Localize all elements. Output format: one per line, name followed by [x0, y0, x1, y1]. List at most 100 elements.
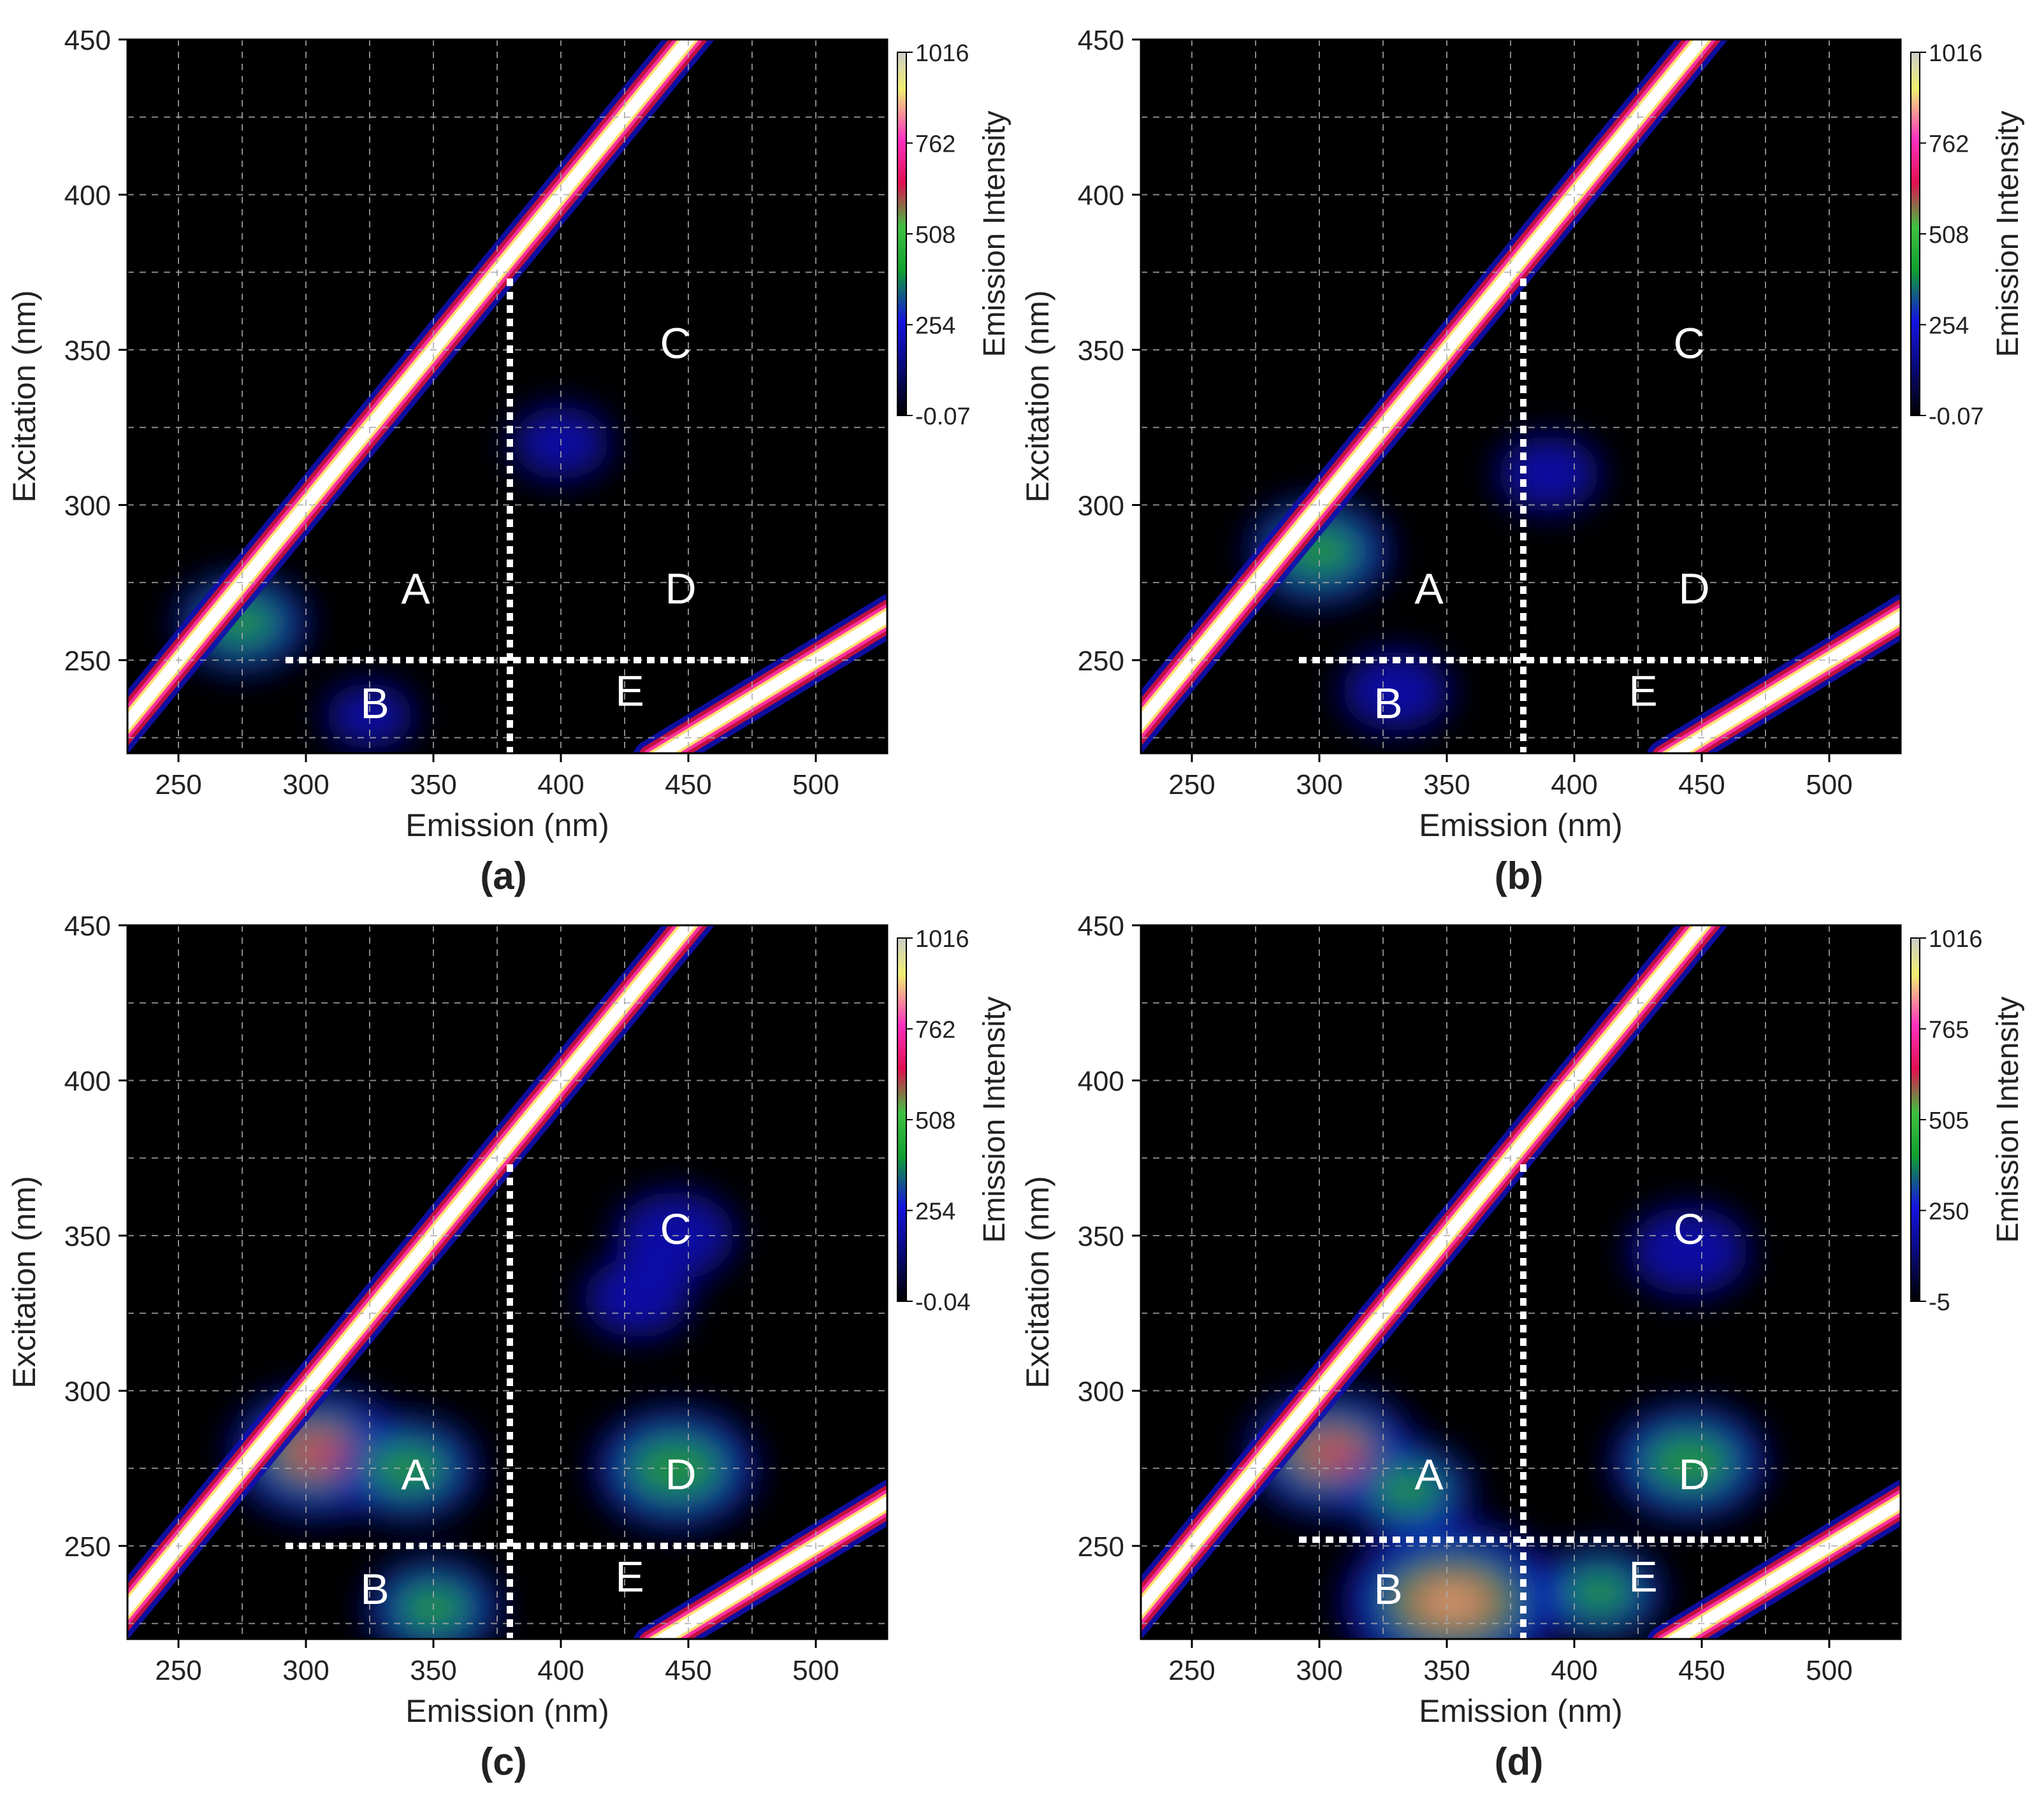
region-label-A: A [1414, 565, 1444, 613]
second-order-scatter-band [1646, 593, 1901, 753]
region-label-D: D [665, 1450, 696, 1499]
component-D-mid [1642, 1430, 1736, 1494]
second-order-scatter-band [633, 1479, 887, 1639]
y-tick-label: 450 [64, 25, 111, 56]
y-tick-label: 400 [64, 1065, 111, 1097]
plot-content: A B C D E [1141, 40, 1901, 753]
colorbar-tick-label: -0.04 [915, 1289, 971, 1316]
region-label-B: B [1374, 1565, 1402, 1614]
x-tick-label: 400 [1551, 1655, 1597, 1686]
colorbar-title: Emission Intensity [978, 111, 1011, 358]
region-label-E: E [1628, 667, 1657, 715]
x-tick-label: 250 [1168, 1655, 1215, 1686]
colorbar-tick-label: 254 [915, 1199, 955, 1225]
panel-caption: (a) [480, 855, 526, 897]
component-C-diffuse-halo [583, 1257, 692, 1338]
region-label-E: E [615, 1552, 644, 1601]
x-tick-label: 500 [792, 769, 839, 800]
region-label-D: D [1678, 565, 1709, 613]
x-tick-label: 300 [1296, 769, 1342, 800]
y-tick-label: 350 [64, 335, 111, 366]
y-axis-title: Excitation (nm) [1020, 1176, 1055, 1388]
colorbar-tick-label: 1016 [915, 40, 969, 67]
panel-caption: (c) [480, 1740, 526, 1783]
x-tick-label: 450 [1678, 1655, 1725, 1686]
x-axis-title: Emission (nm) [1419, 807, 1622, 843]
component-B-halo [1342, 651, 1450, 732]
plot-content: A B C D E [1141, 925, 1901, 1639]
region-label-C: C [660, 319, 691, 368]
second-order-scatter-band [1646, 1479, 1901, 1639]
grid [1141, 40, 1901, 753]
region-label-A: A [1414, 1450, 1444, 1499]
y-tick-label: 450 [1078, 25, 1124, 56]
x-tick-label: 400 [537, 769, 584, 800]
second-order-scatter-band-layer-4 [1665, 610, 1901, 753]
x-tick-label: 400 [1551, 769, 1597, 800]
colorbar [897, 52, 907, 416]
x-tick-label: 350 [1423, 1655, 1470, 1686]
colorbar [1910, 52, 1920, 416]
x-tick-label: 450 [665, 769, 711, 800]
rayleigh-scatter-band-layer-4 [127, 925, 696, 1617]
region-label-B: B [360, 1565, 389, 1614]
panel-b: A B C D E 250 300 350 400 450 500 250 300 350 400 450 Em… [1020, 25, 2025, 897]
region-label-E: E [615, 667, 644, 715]
panel-caption: (b) [1495, 855, 1544, 897]
y-axis-title: Excitation (nm) [6, 1176, 42, 1388]
x-tick-label: 300 [282, 769, 329, 800]
plot-area [1141, 925, 1901, 1639]
component-A-peak-high [284, 1434, 354, 1472]
colorbar-tick-label: -0.07 [1929, 403, 1984, 430]
x-tick-label: 350 [410, 1655, 456, 1686]
grid [1141, 925, 1901, 1639]
y-tick-label: 250 [64, 1531, 111, 1563]
y-tick-label: 300 [1078, 1376, 1124, 1407]
rayleigh-scatter-band [1141, 40, 1729, 753]
colorbar [1910, 937, 1920, 1302]
colorbar-tick-label: 254 [1929, 313, 1969, 340]
plot-frame [126, 924, 888, 1640]
rayleigh-scatter-band [1141, 925, 1729, 1639]
x-tick-label: 250 [155, 769, 201, 800]
colorbar-tick-label: 508 [915, 222, 955, 249]
region-label-C: C [1673, 1205, 1704, 1253]
plot-frame [126, 38, 888, 755]
component-C-diffuse-halo [1498, 436, 1600, 512]
x-tick-label: 350 [1423, 769, 1470, 800]
second-order-scatter-band-layer-4 [651, 610, 887, 753]
x-axis-title: Emission (nm) [405, 807, 609, 843]
component-B-peak [1423, 1595, 1481, 1608]
rayleigh-scatter-band [127, 40, 715, 753]
colorbar-tick-label: 508 [1929, 222, 1969, 249]
plot-area [1141, 40, 1901, 753]
plot-content: A B C D E [127, 925, 887, 1639]
x-tick-label: 250 [155, 1655, 201, 1686]
component-B-halo [326, 683, 414, 749]
component-A-peak-high [1298, 1434, 1366, 1471]
rayleigh-scatter-band-layer-4 [127, 40, 696, 732]
panel-a: A B C D E 250 300 350 400 450 500 250 300 350 400 450 Em… [6, 25, 1011, 897]
y-axis-title: Excitation (nm) [6, 290, 42, 502]
x-tick-label: 500 [1806, 769, 1852, 800]
second-order-scatter-band-layer-4 [1665, 1496, 1901, 1639]
x-tick-label: 500 [1806, 1655, 1852, 1686]
region-label-C: C [660, 1205, 691, 1253]
rayleigh-scatter-band [127, 925, 715, 1639]
x-tick-label: 450 [1678, 769, 1725, 800]
region-label-D: D [665, 565, 696, 613]
x-tick-label: 350 [410, 769, 456, 800]
panel-d: A B C D E 250 300 350 400 450 500 250 300 350 400 450 Em… [1020, 911, 2025, 1783]
y-tick-label: 250 [1078, 646, 1124, 677]
y-tick-label: 300 [1078, 490, 1124, 521]
colorbar-tick-label: 762 [915, 131, 955, 158]
rayleigh-scatter-band-layer-4 [1141, 925, 1709, 1617]
y-tick-label: 400 [1078, 180, 1124, 211]
colorbar-tick-label: 508 [915, 1108, 955, 1134]
colorbar-tick-label: 762 [1929, 131, 1969, 158]
x-tick-label: 300 [1296, 1655, 1342, 1686]
plot-content: A B C D E [127, 40, 887, 753]
region-label-B: B [1374, 679, 1402, 728]
colorbar-title: Emission Intensity [1991, 997, 2025, 1243]
